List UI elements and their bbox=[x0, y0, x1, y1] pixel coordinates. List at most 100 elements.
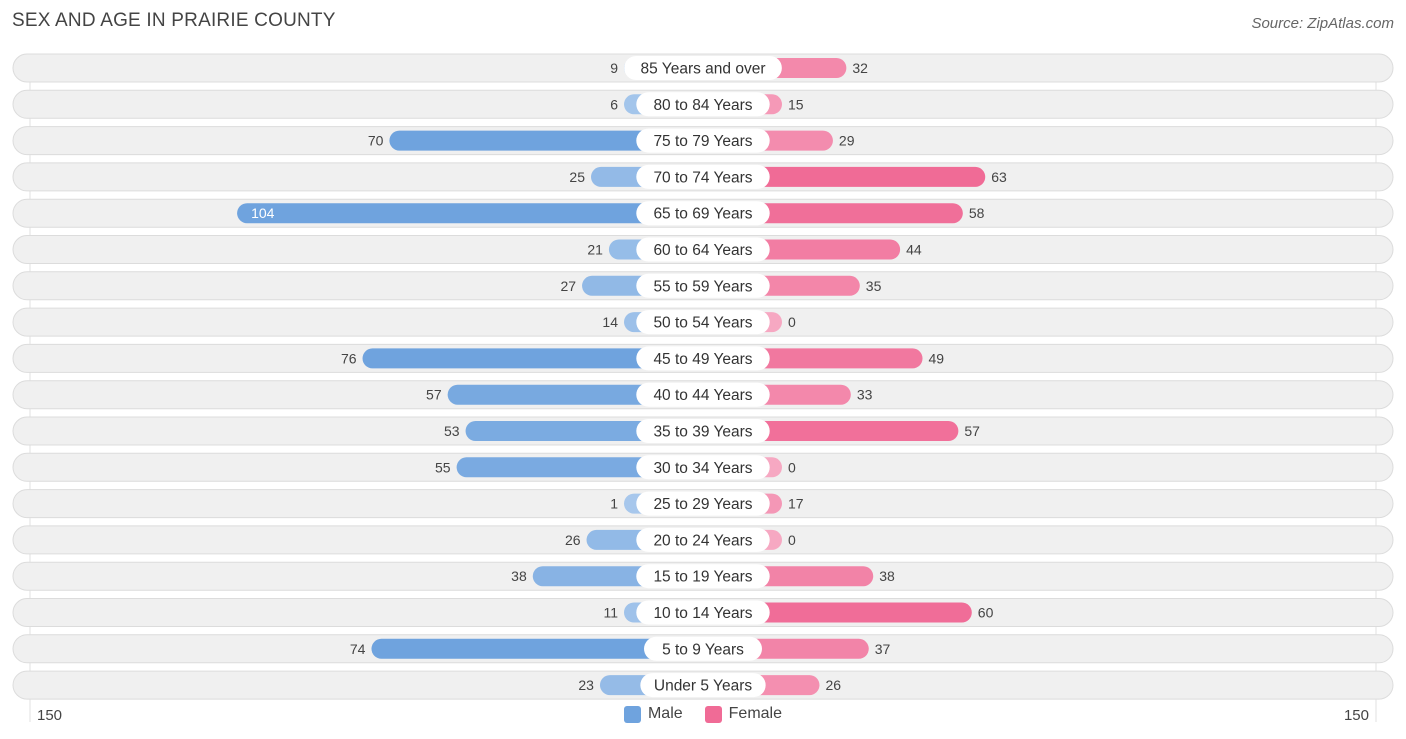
value-label-female: 49 bbox=[929, 350, 945, 366]
category-label: 15 to 19 Years bbox=[653, 569, 752, 586]
category-label: 75 to 79 Years bbox=[653, 133, 752, 150]
category-label: 35 to 39 Years bbox=[653, 424, 752, 441]
chart-row: 9 32 85 Years and over bbox=[12, 53, 1394, 83]
value-label-female: 63 bbox=[991, 169, 1007, 185]
category-label: 25 to 29 Years bbox=[653, 496, 752, 513]
chart-row: 26 0 20 to 24 Years bbox=[12, 525, 1394, 555]
category-pill bbox=[636, 310, 770, 335]
category-label: 55 to 59 Years bbox=[653, 278, 752, 295]
legend-item-male: Male bbox=[623, 705, 683, 723]
value-label-female: 0 bbox=[788, 459, 796, 475]
value-label-female: 37 bbox=[875, 641, 891, 657]
value-label-male: 11 bbox=[603, 605, 618, 621]
chart-row: 14 0 50 to 54 Years bbox=[12, 307, 1394, 337]
bar-male bbox=[362, 348, 703, 369]
chart-title: SEX AND AGE IN PRAIRIE COUNTY bbox=[12, 10, 336, 31]
value-label-male: 70 bbox=[368, 133, 384, 149]
value-label-male: 25 bbox=[569, 169, 585, 185]
legend-swatch-female bbox=[704, 705, 722, 723]
category-label: 45 to 49 Years bbox=[653, 351, 752, 368]
value-label-male: 1 bbox=[610, 496, 618, 512]
category-label: Under 5 Years bbox=[654, 678, 752, 695]
value-label-male: 76 bbox=[341, 350, 357, 366]
category-pill bbox=[624, 56, 782, 80]
value-label-female: 26 bbox=[825, 677, 841, 693]
axis-right-max-label: 150 bbox=[1343, 707, 1369, 724]
value-label-male: 57 bbox=[426, 387, 442, 403]
value-label-male: 55 bbox=[435, 459, 451, 475]
bar-male bbox=[371, 638, 703, 659]
chart-row: 104 58 65 to 69 Years bbox=[12, 198, 1394, 228]
category-pill bbox=[636, 600, 770, 625]
bar-female bbox=[703, 166, 986, 187]
value-label-female: 15 bbox=[788, 96, 804, 112]
category-label: 70 to 74 Years bbox=[653, 169, 752, 186]
source-credit: Source: ZipAtlas.com bbox=[1251, 15, 1394, 32]
chart-row: 21 44 60 to 64 Years bbox=[12, 235, 1394, 264]
category-pill bbox=[636, 564, 770, 589]
chart-row: 25 63 70 to 74 Years bbox=[12, 162, 1394, 192]
category-pill bbox=[636, 201, 770, 226]
category-label: 30 to 34 Years bbox=[653, 460, 752, 477]
value-label-male: 21 bbox=[587, 242, 603, 258]
category-pill bbox=[640, 673, 766, 698]
legend-item-female: Female bbox=[704, 705, 782, 723]
category-pill bbox=[636, 527, 770, 552]
value-label-female: 57 bbox=[964, 423, 980, 439]
bar-female bbox=[703, 602, 972, 623]
category-label: 20 to 24 Years bbox=[653, 532, 752, 549]
value-label-female: 58 bbox=[969, 205, 985, 221]
category-label: 65 to 69 Years bbox=[653, 206, 752, 223]
category-pill bbox=[636, 237, 770, 262]
category-label: 80 to 84 Years bbox=[653, 97, 752, 114]
chart-row: 6 15 80 to 84 Years bbox=[12, 89, 1394, 119]
category-label: 10 to 14 Years bbox=[653, 605, 752, 622]
chart-row: 23 26 Under 5 Years bbox=[12, 670, 1394, 700]
value-label-female: 60 bbox=[978, 605, 994, 621]
category-pill bbox=[644, 636, 762, 661]
value-label-female: 35 bbox=[866, 278, 882, 294]
category-label: 50 to 54 Years bbox=[653, 315, 752, 332]
bar-male bbox=[389, 130, 703, 151]
category-label: 5 to 9 Years bbox=[662, 641, 744, 658]
category-pill bbox=[636, 346, 770, 371]
category-pill bbox=[636, 382, 770, 407]
chart-row: 76 49 45 to 49 Years bbox=[12, 343, 1394, 373]
value-label-male: 23 bbox=[578, 677, 594, 693]
value-label-male: 53 bbox=[444, 423, 460, 439]
bar-male bbox=[237, 203, 703, 224]
chart-row: 38 38 15 to 19 Years bbox=[12, 561, 1394, 591]
chart-row: 55 0 30 to 34 Years bbox=[12, 452, 1394, 482]
chart-row: 57 33 40 to 44 Years bbox=[12, 380, 1394, 410]
axis-left-max-label: 150 bbox=[37, 707, 63, 724]
value-label-male: 9 bbox=[610, 60, 618, 76]
category-pill bbox=[636, 419, 770, 443]
value-label-male: 74 bbox=[350, 641, 366, 657]
category-pill bbox=[636, 92, 770, 117]
value-label-female: 17 bbox=[788, 496, 804, 512]
value-label-female: 0 bbox=[788, 532, 796, 548]
value-label-female: 32 bbox=[852, 60, 868, 76]
legend-label-male: Male bbox=[647, 705, 683, 722]
value-label-female: 29 bbox=[839, 133, 855, 149]
value-label-female: 38 bbox=[879, 568, 895, 584]
category-label: 60 to 64 Years bbox=[653, 242, 752, 259]
category-label: 40 to 44 Years bbox=[653, 387, 752, 404]
value-label-female: 33 bbox=[857, 387, 873, 403]
chart-legend: Male Female bbox=[0, 705, 1406, 723]
chart-row: 27 35 55 to 59 Years bbox=[12, 271, 1394, 301]
value-label-male: 26 bbox=[565, 532, 581, 548]
category-pill bbox=[636, 128, 770, 153]
chart-row: 1 17 25 to 29 Years bbox=[12, 489, 1394, 519]
value-label-male: 104 bbox=[251, 205, 275, 221]
category-pill bbox=[636, 491, 770, 516]
chart-row: 70 29 75 to 79 Years bbox=[12, 126, 1394, 156]
chart-row: 11 60 10 to 14 Years bbox=[12, 598, 1394, 627]
category-label: 85 Years and over bbox=[641, 61, 766, 78]
chart-row: 74 37 5 to 9 Years bbox=[12, 634, 1394, 664]
legend-swatch-male bbox=[623, 705, 641, 723]
value-label-male: 27 bbox=[560, 278, 576, 294]
value-label-male: 6 bbox=[610, 96, 618, 112]
value-label-female: 0 bbox=[788, 314, 796, 330]
